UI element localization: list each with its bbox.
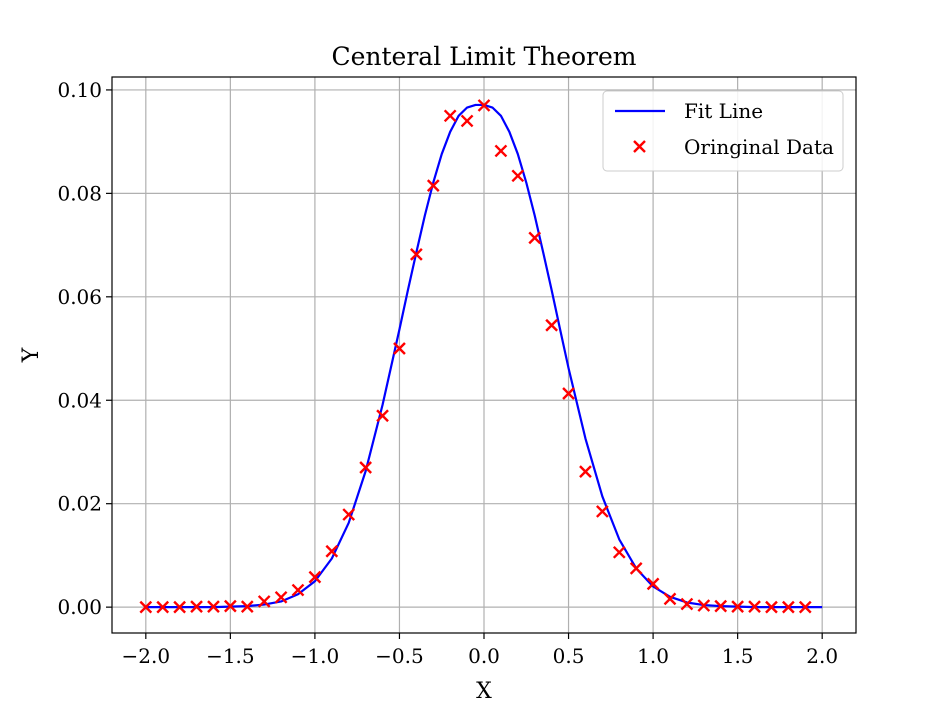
data-point-marker <box>680 597 694 611</box>
data-point-marker <box>156 600 170 614</box>
data-point-marker <box>511 169 525 183</box>
data-point-marker <box>663 592 677 606</box>
data-point-marker <box>308 570 322 584</box>
y-tick-label: 0.10 <box>57 78 102 102</box>
x-axis-label: X <box>476 679 492 704</box>
data-point-marker <box>325 544 339 558</box>
data-point-marker <box>173 600 186 614</box>
series-layer <box>139 99 823 614</box>
data-point-marker <box>612 545 626 559</box>
data-point-marker <box>629 562 643 575</box>
y-tick-label: 0.06 <box>57 285 102 309</box>
data-point-marker <box>748 600 761 613</box>
x-tick-label: −1.0 <box>291 644 340 668</box>
data-point-marker <box>579 465 592 478</box>
x-tick-label: −0.5 <box>375 644 424 668</box>
data-point-marker <box>342 508 356 521</box>
y-axis-label: Y <box>19 347 44 363</box>
x-tick-label: 1.0 <box>637 644 669 668</box>
data-point-marker <box>224 599 237 613</box>
legend-label-fit-line: Fit Line <box>684 99 763 123</box>
legend-label-original-data: Oringinal Data <box>684 135 834 159</box>
data-point-marker <box>190 600 203 613</box>
data-point-marker <box>274 590 288 604</box>
data-point-marker <box>410 248 423 261</box>
y-axis: 0.00 0.02 0.04 0.06 0.08 0.10 <box>57 78 112 619</box>
data-point-marker <box>207 600 220 613</box>
x-tick-label: −2.0 <box>122 644 171 668</box>
data-point-marker <box>545 318 558 332</box>
y-tick-label: 0.02 <box>57 492 102 516</box>
data-point-marker <box>782 600 795 614</box>
y-tick-label: 0.00 <box>57 595 102 619</box>
data-point-marker <box>393 342 406 355</box>
y-tick-label: 0.08 <box>57 181 102 205</box>
chart-title: Centeral Limit Theorem <box>331 42 636 71</box>
data-point-marker <box>359 461 372 474</box>
data-point-marker <box>291 583 305 597</box>
legend-marker-swatch <box>633 140 646 153</box>
data-point-marker <box>240 600 254 613</box>
data-point-marker <box>139 600 153 614</box>
data-point-marker <box>798 600 812 614</box>
x-tick-label: 1.5 <box>722 644 754 668</box>
data-point-marker <box>426 179 440 192</box>
x-tick-label: 2.0 <box>806 644 838 668</box>
x-axis: −2.0 −1.5 −1.0 −0.5 0.0 0.5 1.0 1.5 2.0 <box>122 633 838 668</box>
x-tick-label: −1.5 <box>206 644 255 668</box>
data-point-marker <box>443 109 457 123</box>
data-point-marker <box>765 600 778 614</box>
x-tick-label: 0.5 <box>553 644 585 668</box>
data-point-marker <box>494 144 508 158</box>
data-point-marker <box>646 577 660 591</box>
data-point-marker <box>731 600 744 613</box>
y-tick-label: 0.04 <box>57 388 102 412</box>
data-point-marker <box>460 114 474 128</box>
data-point-marker <box>714 599 728 613</box>
legend: Fit Line Oringinal Data <box>602 90 844 172</box>
data-point-marker <box>697 599 711 612</box>
data-point-marker <box>477 99 491 112</box>
data-point-marker <box>376 409 389 423</box>
data-point-marker <box>596 505 609 518</box>
data-point-marker <box>257 595 271 608</box>
data-point-marker <box>562 387 575 400</box>
x-tick-label: 0.0 <box>468 644 500 668</box>
data-point-marker <box>528 231 542 245</box>
